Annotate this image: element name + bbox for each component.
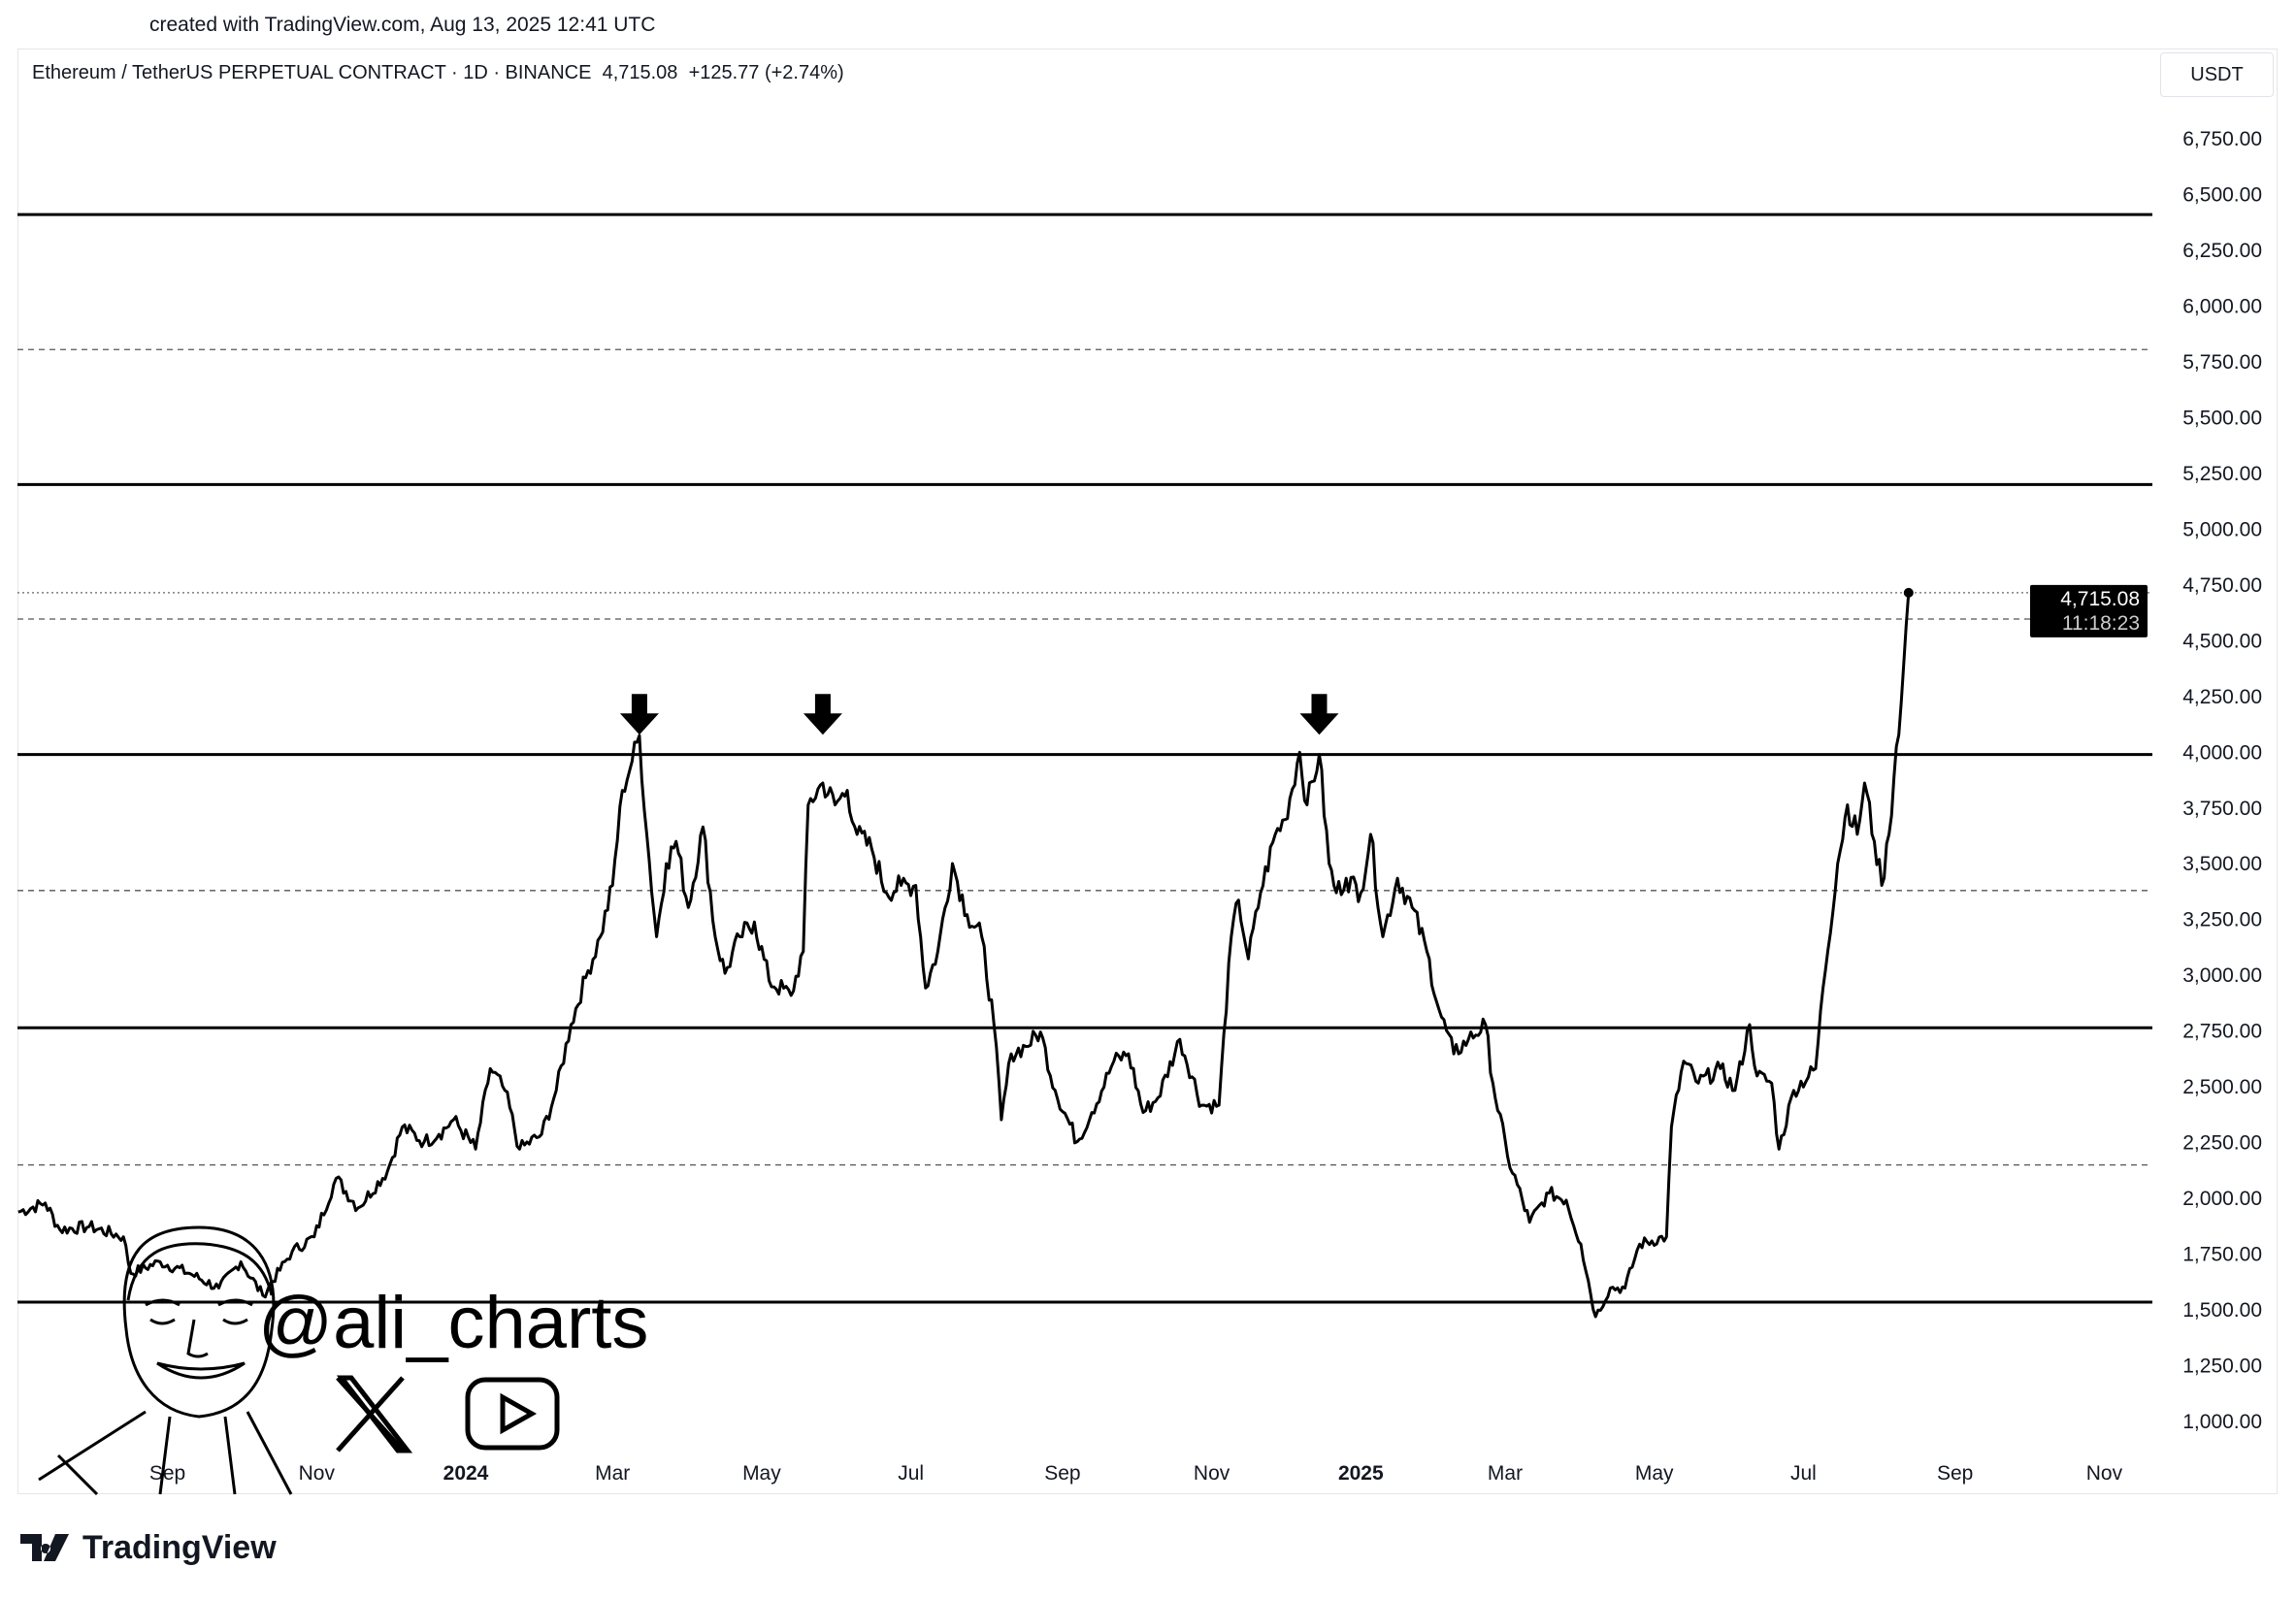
price-tick-label: 2,000.00: [2182, 1188, 2262, 1210]
time-tick-label: Nov: [1194, 1462, 1230, 1485]
price-series: [17, 592, 1911, 1319]
tradingview-logo-text: TradingView: [82, 1529, 277, 1566]
price-tick-label: 2,750.00: [2182, 1021, 2262, 1043]
created-with-text: created with TradingView.com, Aug 13, 20…: [149, 14, 656, 36]
symbol-header: Ethereum / TetherUS PERPETUAL CONTRACT ·…: [32, 62, 844, 84]
down-arrow-icon: [803, 694, 842, 735]
price-axis: 6,750.00 6,500.00 6,250.00 6,000.00 5,750.00…: [2182, 128, 2262, 1433]
last-price-dot: [1903, 587, 1914, 598]
youtube-icon[interactable]: [465, 1377, 560, 1451]
price-tick-label: 4,500.00: [2182, 630, 2262, 652]
tradingview-logo[interactable]: TradingView: [20, 1529, 277, 1567]
time-tick-label: Jul: [1790, 1462, 1817, 1485]
currency-button[interactable]: USDT: [2160, 52, 2274, 97]
time-tick-label: Jul: [898, 1462, 924, 1485]
header-price: 4,715.08: [602, 62, 678, 83]
tradingview-logo-icon: [20, 1533, 69, 1561]
horizontal-levels: [17, 212, 2152, 1304]
chart-panel[interactable]: [17, 49, 2278, 1494]
price-tick-label: 5,750.00: [2182, 351, 2262, 374]
price-tick-label: 2,250.00: [2182, 1132, 2262, 1155]
time-tick-label: May: [1635, 1462, 1674, 1485]
time-tick-label: Sep: [1044, 1462, 1080, 1485]
price-tick-label: 1,750.00: [2182, 1244, 2262, 1266]
price-tick-label: 1,250.00: [2182, 1355, 2262, 1378]
symbol-title[interactable]: Ethereum / TetherUS PERPETUAL CONTRACT ·…: [32, 62, 592, 83]
price-tick-label: 4,750.00: [2182, 574, 2262, 597]
price-tick-label: 4,000.00: [2182, 741, 2262, 764]
avatar-sketch: [38, 1225, 293, 1496]
time-tick-label: May: [742, 1462, 781, 1485]
price-line: [17, 592, 1911, 1319]
time-tick-label: Mar: [1488, 1462, 1523, 1485]
header-change: +125.77 (+2.74%): [688, 62, 844, 83]
price-tick-label: 6,750.00: [2182, 128, 2262, 150]
x-logo-icon[interactable]: [336, 1375, 413, 1453]
price-tick-label: 6,000.00: [2182, 295, 2262, 317]
arrow-annotations: [619, 694, 1339, 735]
time-axis: Sep Nov 2024 Mar May Jul Sep Nov 2025 Mar May Jul Se…: [149, 1462, 2123, 1485]
price-tick-label: 6,250.00: [2182, 240, 2262, 262]
price-tick-label: 1,500.00: [2182, 1299, 2262, 1322]
price-tick-label: 6,500.00: [2182, 183, 2262, 206]
bar-countdown: 11:18:23: [2062, 612, 2140, 635]
price-tick-label: 4,250.00: [2182, 686, 2262, 708]
price-tick-label: 3,500.00: [2182, 853, 2262, 875]
time-tick-label: Mar: [595, 1462, 630, 1485]
time-tick-label: Sep: [149, 1462, 185, 1485]
price-tick-label: 3,250.00: [2182, 909, 2262, 931]
price-tick-label: 2,500.00: [2182, 1076, 2262, 1098]
price-tick-label: 3,000.00: [2182, 964, 2262, 987]
price-tick-label: 5,500.00: [2182, 407, 2262, 429]
time-tick-label: Nov: [299, 1462, 336, 1485]
last-price-value: 4,715.08: [2060, 588, 2140, 610]
time-tick-label: 2025: [1338, 1462, 1384, 1485]
watermark-handle: @ali_charts: [258, 1282, 649, 1364]
price-tick-label: 3,750.00: [2182, 798, 2262, 820]
down-arrow-icon: [619, 694, 659, 735]
down-arrow-icon: [1299, 694, 1339, 735]
price-tick-label: 1,000.00: [2182, 1411, 2262, 1433]
last-price-label: 4,715.08 11:18:23: [1903, 584, 2148, 637]
time-tick-label: 2024: [443, 1462, 489, 1485]
time-tick-label: Nov: [2086, 1462, 2123, 1485]
time-tick-label: Sep: [1937, 1462, 1973, 1485]
price-tick-label: 5,250.00: [2182, 463, 2262, 485]
price-tick-label: 5,000.00: [2182, 518, 2262, 540]
